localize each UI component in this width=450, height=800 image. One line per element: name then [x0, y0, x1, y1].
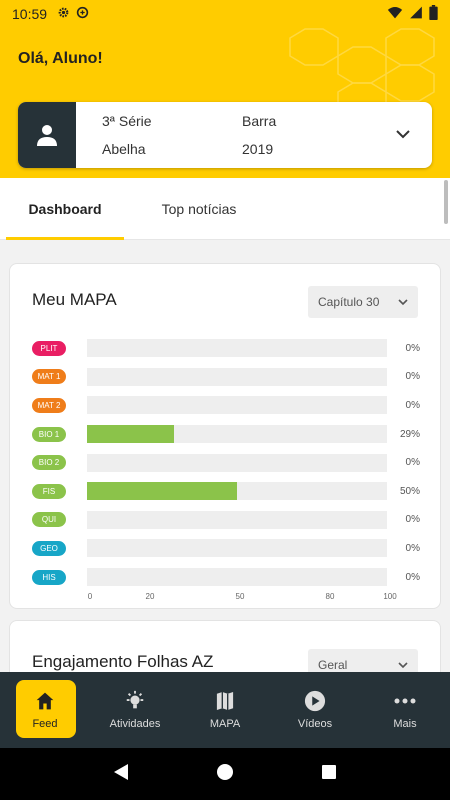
tab-top-noticias[interactable]: Top notícias [161, 201, 237, 217]
category-tick-label: MAT 2 [32, 397, 66, 413]
status-bar: 10:59 [0, 0, 450, 28]
bar [87, 482, 237, 501]
bar-track [87, 510, 387, 529]
nav-atividades[interactable]: Atividades [90, 672, 180, 748]
category-tick-label: BIO 1 [32, 426, 66, 442]
avatar [18, 102, 76, 168]
nav-mais-label: Mais [393, 718, 417, 730]
category-tick-label: GEO [32, 540, 66, 556]
bar-value-label: 0% [405, 514, 420, 526]
nav-mapa[interactable]: MAPA [180, 672, 270, 748]
bar-track [87, 482, 387, 501]
play-icon [304, 690, 326, 712]
bar-value-label: 50% [399, 485, 420, 497]
tab-bar: Dashboard Top notícias [0, 178, 450, 240]
wifi-icon [387, 6, 403, 22]
chapter-select[interactable]: Capítulo 30 [308, 286, 418, 318]
home-icon [35, 690, 55, 712]
chapter-select-value: Capítulo 30 [318, 295, 380, 309]
bar-value-label: 0% [405, 571, 420, 583]
chevron-down-icon[interactable] [396, 126, 410, 144]
home-circle-icon[interactable] [216, 763, 234, 786]
system-navigation-bar [0, 748, 450, 800]
map-icon [216, 690, 234, 712]
data-saver-icon [76, 6, 89, 22]
bar-track [87, 396, 387, 415]
bar [87, 425, 174, 444]
greeting-title: Olá, Aluno! [18, 50, 103, 67]
nav-feed-label: Feed [32, 718, 58, 730]
bar-value-label: 0% [405, 457, 420, 469]
category-tick-label: QUI [32, 512, 66, 528]
bar-row: FIS 50% [10, 477, 442, 506]
student-unit: Barra [242, 113, 277, 129]
bar-track [87, 568, 387, 587]
x-tick-label: 0 [87, 592, 93, 601]
scrollbar[interactable] [444, 180, 448, 224]
settings-gear-icon [57, 6, 70, 22]
bar-value-label: 29% [399, 428, 420, 440]
category-tick-label: BIO 2 [32, 455, 66, 471]
bar-row: MAT 1 0% [10, 363, 442, 392]
mapa-card-title: Meu MAPA [32, 290, 117, 309]
recents-square-icon[interactable] [321, 764, 337, 785]
nav-mapa-label: MAPA [209, 718, 241, 730]
student-profile-card[interactable]: 3ª Série Barra Abelha 2019 [18, 102, 432, 168]
category-tick-label: HIS [32, 569, 66, 585]
x-tick-label: 80 [325, 592, 335, 601]
engagement-card-title: Engajamento Folhas AZ [32, 652, 214, 671]
student-class: Abelha [102, 141, 146, 157]
bar-value-label: 0% [405, 542, 420, 554]
nav-atividades-label: Atividades [109, 718, 161, 730]
bar-track [87, 367, 387, 386]
lightbulb-icon [124, 690, 146, 712]
x-tick-label: 20 [145, 592, 155, 601]
status-time: 10:59 [12, 6, 48, 22]
signal-icon [409, 6, 423, 22]
bar-row: MAT 2 0% [10, 391, 442, 420]
bar-row: GEO 0% [10, 534, 442, 563]
x-tick-label: 50 [235, 592, 245, 601]
back-icon[interactable] [113, 763, 129, 786]
bottom-navigation: Feed Atividades MAPA Vídeos Mais [0, 672, 450, 748]
engagement-select-value: Geral [318, 658, 348, 672]
bar-value-label: 0% [405, 399, 420, 411]
tab-dashboard[interactable]: Dashboard [6, 178, 124, 240]
mapa-chart-x-axis: 0 20 50 80 100 [10, 592, 442, 606]
mapa-card: Meu MAPA Capítulo 30 PLIT 0% MAT 1 0% MAT 2 0… [9, 263, 441, 609]
category-tick-label: MAT 1 [32, 369, 66, 385]
bar-value-label: 0% [405, 371, 420, 383]
chevron-down-icon [398, 658, 408, 672]
bar-track [87, 539, 387, 558]
battery-icon [429, 5, 438, 23]
student-year: 2019 [242, 141, 274, 157]
bar-value-label: 0% [405, 342, 420, 354]
bar-track [87, 339, 387, 358]
category-tick-label: PLIT [32, 340, 66, 356]
bar-track [87, 453, 387, 472]
bar-row: BIO 1 29% [10, 420, 442, 449]
chevron-down-icon [398, 295, 408, 309]
x-tick-label: 100 [383, 592, 397, 601]
bar-row: HIS 0% [10, 563, 442, 592]
bar-row: BIO 2 0% [10, 448, 442, 477]
user-icon [37, 125, 57, 146]
nav-videos[interactable]: Vídeos [270, 672, 360, 748]
nav-videos-label: Vídeos [297, 718, 333, 730]
bar-row: QUI 0% [10, 506, 442, 535]
bar-track [87, 425, 387, 444]
category-tick-label: FIS [32, 483, 66, 499]
bar-row: PLIT 0% [10, 334, 442, 363]
mapa-bar-chart: PLIT 0% MAT 1 0% MAT 2 0% BIO 1 29% BIO 2 0% FIS 50… [10, 334, 442, 591]
student-grade: 3ª Série [102, 113, 152, 129]
nav-mais[interactable]: Mais [360, 672, 450, 748]
more-dots-icon [394, 690, 416, 712]
nav-feed[interactable]: Feed [0, 672, 90, 748]
